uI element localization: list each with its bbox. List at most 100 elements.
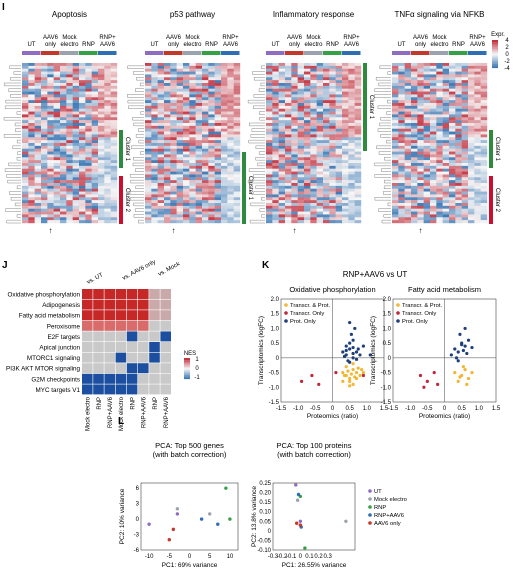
heatmap-cell [208,143,215,147]
heatmap-cell [278,165,286,169]
heatmap-cell [85,171,92,175]
heatmap-cell [423,148,431,152]
heatmap-cell [392,177,399,181]
heatmap-cell [195,163,203,167]
k-point [354,350,359,354]
heatmap-cell [430,91,437,95]
heatmap-cell [60,165,67,169]
heatmap-cell [285,125,292,129]
heatmap-cell [53,125,61,129]
heatmap-cell [392,214,399,218]
heatmap-cell [183,120,190,124]
heatmap-cell [342,168,349,172]
heatmap-cell [272,111,279,115]
l-point [298,523,303,527]
heatmap-cell [85,83,92,87]
heatmap-3: Inflammatory responseUTAAV6onlyMockelect… [247,10,374,235]
heatmap-cell [442,103,450,107]
heatmap-cell [227,200,234,204]
dendrogram-branch [257,162,265,167]
heatmap-cell [316,77,324,81]
dendrogram-branch [15,128,21,132]
heatmap-cell [398,188,405,192]
nes-legend-step [184,365,190,367]
heatmap-cell [60,125,67,129]
nes-legend-step [184,362,190,363]
heatmap-cell [442,123,450,127]
heatmap-cell [455,83,462,87]
heatmap-cell [233,203,241,207]
heatmap-cell [195,94,203,98]
heatmap-cell [91,194,99,198]
heatmap-cell [189,125,196,129]
heatmap-cell [442,200,450,204]
heatmap-cell [266,151,273,155]
heatmap-cell [53,131,61,135]
heatmap-cell [189,108,196,112]
heatmap-cell [41,200,48,204]
heatmap-cell [34,71,42,75]
heatmap-cell [189,103,196,107]
heatmap-cell [297,140,305,144]
heatmap-cell [208,137,215,141]
heatmap-cell [227,217,234,221]
heatmap-cell [98,94,105,98]
heatmap-cell [335,160,343,164]
heatmap-cell [455,88,462,92]
heatmap-cell [72,83,80,87]
heatmap-cell [221,114,228,118]
heatmap-cell [310,154,317,158]
l-ylabel: PC2: 10% variance [119,488,126,544]
heatmap-cell [79,211,86,215]
heatmap-cell [164,211,171,215]
expr-legend-step [492,53,498,55]
heatmap-cell [392,165,399,169]
k-point [300,379,304,383]
heatmap-cell [104,174,111,178]
heatmap-cell [208,108,215,112]
heatmap-cell [480,191,488,195]
heatmap-cell [285,188,292,192]
heatmap-cell [323,134,330,138]
group-label: RNP [205,42,218,48]
heatmap-cell [285,65,292,69]
heatmap-cell [183,151,190,155]
l-legend-swatch [368,497,372,501]
k-point [351,356,355,360]
heatmap-cell [202,180,209,184]
heatmap-cell [423,188,431,192]
heatmap-cell [480,163,488,167]
heatmap-cell [348,214,355,218]
heatmap-cell [304,77,311,81]
nes-legend-step [184,360,190,361]
heatmap-cell [323,217,330,221]
heatmap-cell [398,168,405,172]
heatmap-cell [329,117,336,121]
heatmap-cell [189,134,196,138]
heatmap-cell [202,117,209,121]
heatmap-cell [47,65,54,69]
heatmap-cell [183,80,190,84]
heatmap-cell [354,131,362,135]
heatmap-cell [411,100,418,104]
heatmap-cell [329,180,336,184]
heatmap-cell [297,163,305,167]
heatmap-cell [176,74,184,78]
k-y-tick: -1.5 [381,400,392,406]
heatmap-cell [310,83,317,87]
heatmap-cell [98,200,105,204]
l-point [208,512,212,516]
heatmap-cell [404,143,412,147]
heatmap-cell [53,185,61,189]
nes-col-label: Mock electro [86,396,92,431]
heatmap-cell [468,91,475,95]
heatmap-cell [316,140,324,144]
heatmap-cell [480,71,488,75]
heatmap-cell [436,128,443,132]
heatmap-cell [104,134,111,138]
dendrogram-branch [127,94,144,98]
heatmap-cell [189,214,196,218]
heatmap-cell [278,68,286,72]
nes-cell [93,289,104,299]
heatmap-cell [22,128,29,132]
